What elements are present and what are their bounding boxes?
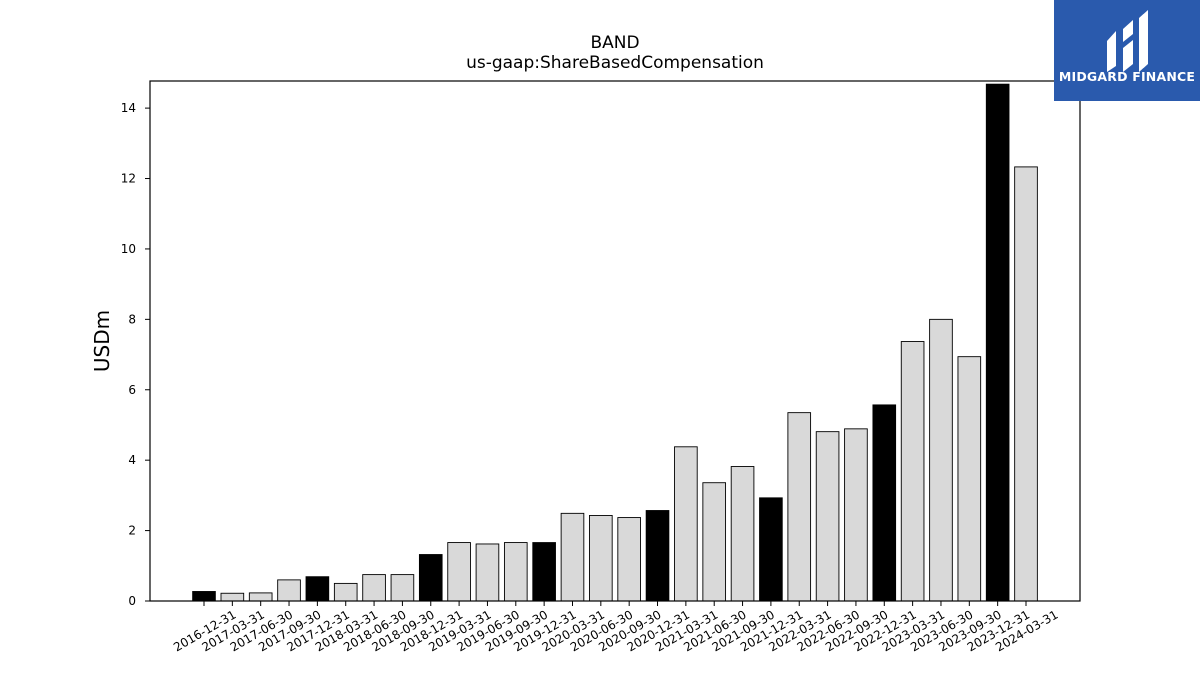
y-tick-label: 12 xyxy=(121,172,136,186)
bar-2018-06-30 xyxy=(362,574,386,602)
x-axis-ticks: 2016-12-312017-03-312017-06-302017-09-30… xyxy=(171,601,1061,654)
bar-2023-06-30 xyxy=(929,318,953,602)
bar-2019-09-30 xyxy=(503,542,528,602)
bar-2017-12-31 xyxy=(305,576,330,602)
bar-2019-06-30 xyxy=(475,543,500,602)
y-tick-label: 0 xyxy=(128,594,136,608)
bar-2024-03-31 xyxy=(1014,166,1038,602)
chart-subtitle: us-gaap:ShareBasedCompensation xyxy=(466,53,764,73)
midgard-logo-icon xyxy=(1107,10,1148,72)
y-tick-label: 2 xyxy=(128,524,136,538)
bar-2023-03-31 xyxy=(900,341,925,602)
y-tick-label: 14 xyxy=(121,101,136,115)
y-axis-ticks: 0 2 4 6 8 10 12 14 xyxy=(121,101,150,608)
bar-2018-12-31 xyxy=(418,554,443,602)
bar-2020-03-31 xyxy=(560,512,585,602)
midgard-logo: MIDGARD FINANCE xyxy=(1054,0,1200,101)
plot-frame xyxy=(149,80,1081,602)
bar-2020-12-31 xyxy=(645,510,670,602)
bar-2022-09-30 xyxy=(844,428,868,602)
bar-2023-12-31 xyxy=(985,83,1010,602)
bar-2017-09-30 xyxy=(277,579,301,602)
bar-2023-09-30 xyxy=(957,356,982,602)
y-tick-label: 8 xyxy=(128,312,136,326)
bar-series xyxy=(192,83,1038,602)
bar-2018-03-31 xyxy=(333,582,358,602)
y-axis-label: USDm xyxy=(90,310,114,372)
bar-2018-09-30 xyxy=(390,574,415,602)
bar-2017-03-31 xyxy=(220,592,245,602)
bar-2020-06-30 xyxy=(589,515,613,602)
bar-2022-12-31 xyxy=(872,404,897,602)
bar-2016-12-31 xyxy=(192,591,216,602)
bar-2019-12-31 xyxy=(532,542,556,602)
bar-2022-03-31 xyxy=(787,412,812,602)
bar-2019-03-31 xyxy=(447,542,471,602)
y-tick-label: 6 xyxy=(128,383,136,397)
bar-2021-09-30 xyxy=(730,466,755,602)
y-tick-label: 4 xyxy=(128,453,136,467)
logo-text: MIDGARD FINANCE xyxy=(1059,69,1195,84)
bar-2020-09-30 xyxy=(617,517,641,602)
bar-2021-06-30 xyxy=(702,482,727,602)
bar-2017-06-30 xyxy=(248,592,273,602)
bar-2021-03-31 xyxy=(674,446,698,602)
chart-title: BAND xyxy=(590,33,639,53)
bar-2022-06-30 xyxy=(815,431,840,602)
y-tick-label: 10 xyxy=(121,242,136,256)
bar-2021-12-31 xyxy=(759,497,783,602)
